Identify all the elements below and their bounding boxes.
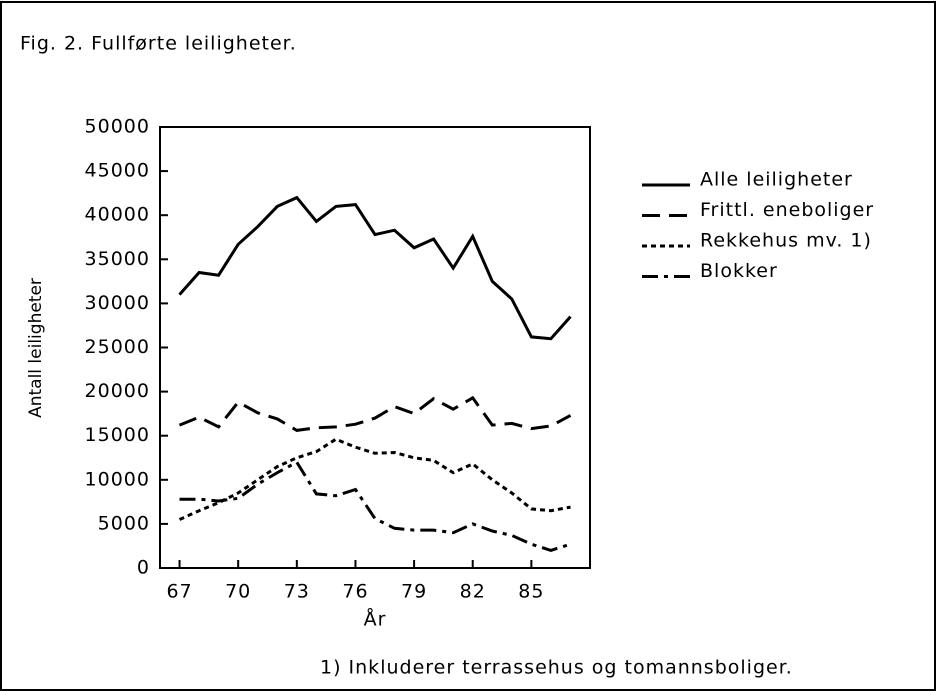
x-tick-label: 70 [225,581,251,603]
x-tick-label: 79 [401,581,427,603]
series-line [178,437,571,521]
x-tick-label: 73 [284,581,310,603]
x-tick-label: 76 [342,581,368,603]
legend-label: Alle leiligheter [700,169,853,191]
x-axis-label: År [364,608,387,631]
y-tick-label: 50000 [85,116,150,138]
y-axis-label: Antall leiligheter [26,278,46,418]
legend-label: Rekkehus mv. 1) [700,230,872,252]
y-tick-label: 15000 [85,424,150,446]
series-line [178,195,572,341]
footnote: 1) Inkluderer terrassehus og tomannsboli… [320,657,793,679]
y-tick-label: 40000 [85,204,150,226]
y-tick-label: 30000 [85,292,150,314]
legend-label: Blokker [700,260,778,282]
y-tick-label: 5000 [98,512,150,534]
y-tick-label: 45000 [85,160,150,182]
x-tick-label: 85 [518,581,544,603]
x-tick-label: 67 [166,581,192,603]
y-tick-label: 25000 [85,336,150,358]
legend-label: Frittl. eneboliger [700,199,874,221]
y-tick-label: 20000 [85,380,150,402]
y-tick-label: 35000 [85,248,150,270]
series-line [179,460,571,552]
y-tick-label: 0 [137,557,150,579]
plot-frame [159,126,591,569]
y-tick-label: 10000 [85,468,150,490]
chart-title: Fig. 2. Fullførte leiligheter. [20,33,297,55]
x-tick-label: 82 [460,581,486,603]
series-line [178,395,572,432]
